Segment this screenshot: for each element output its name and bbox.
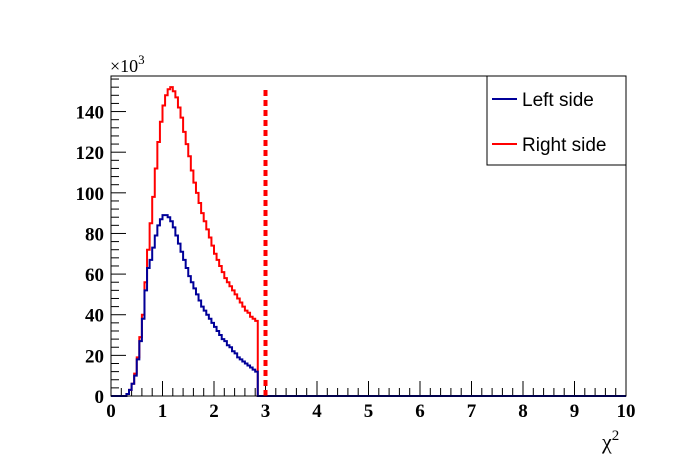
legend-label-right-side: Right side	[522, 135, 607, 156]
axis-ticks	[110, 78, 627, 397]
x-tick-label: 5	[364, 401, 374, 422]
x-tick-label: 2	[209, 401, 219, 422]
x-tick-label: 6	[415, 401, 425, 422]
y-tick-label: 80	[85, 224, 104, 245]
y-tick-label: 20	[85, 346, 104, 367]
plot-frame	[110, 75, 627, 397]
series-layer	[111, 86, 626, 397]
legend: Left side Right side	[486, 75, 627, 166]
x-tick-label: 7	[467, 401, 477, 422]
y-tick-label: 60	[85, 265, 104, 286]
x-tick-label: 8	[518, 401, 528, 422]
x-tick-label: 0	[106, 401, 116, 422]
y-tick-label: 100	[76, 184, 105, 205]
x-tick-label: 3	[261, 401, 271, 422]
x-axis-title: χ2	[601, 428, 619, 454]
y-tick-label: 140	[76, 103, 105, 124]
y-axis-multiplier: ×103	[110, 52, 145, 76]
y-axis-tick-labels: 0 20 40 60 80 100 120 140	[76, 103, 105, 408]
x-tick-label: 4	[312, 401, 322, 422]
x-tick-label: 9	[570, 401, 580, 422]
y-tick-label: 40	[85, 306, 104, 327]
x-axis-tick-labels: 0 1 2 3 4 5 6 7 8 9 10	[106, 401, 635, 422]
y-tick-label: 120	[76, 143, 105, 164]
legend-box	[486, 75, 627, 166]
series-right-side	[111, 86, 626, 397]
x-tick-label: 10	[617, 401, 636, 422]
legend-label-left-side: Left side	[522, 90, 594, 111]
series-left-side	[111, 214, 626, 397]
x-tick-label: 1	[158, 401, 168, 422]
y-tick-label: 0	[95, 387, 105, 408]
